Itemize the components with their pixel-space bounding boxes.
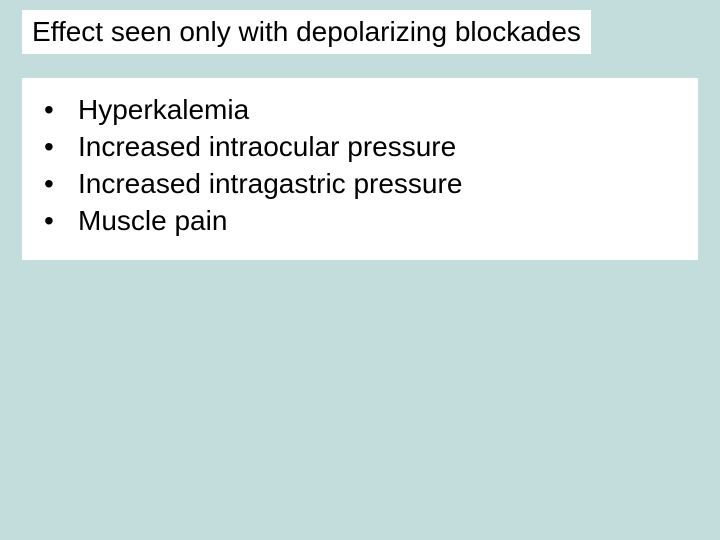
- title-box: Effect seen only with depolarizing block…: [22, 10, 591, 54]
- bullet-icon: •: [38, 129, 78, 166]
- list-item: • Increased intragastric pressure: [38, 166, 682, 203]
- bullet-icon: •: [38, 166, 78, 203]
- list-item-text: Hyperkalemia: [78, 92, 682, 129]
- list-item-text: Increased intragastric pressure: [78, 166, 682, 203]
- bullet-list: • Hyperkalemia • Increased intraocular p…: [38, 92, 682, 240]
- list-item: • Hyperkalemia: [38, 92, 682, 129]
- slide-title: Effect seen only with depolarizing block…: [32, 16, 581, 48]
- content-box: • Hyperkalemia • Increased intraocular p…: [22, 78, 698, 260]
- bullet-icon: •: [38, 92, 78, 129]
- bullet-icon: •: [38, 203, 78, 240]
- list-item: • Muscle pain: [38, 203, 682, 240]
- list-item-text: Increased intraocular pressure: [78, 129, 682, 166]
- list-item-text: Muscle pain: [78, 203, 682, 240]
- list-item: • Increased intraocular pressure: [38, 129, 682, 166]
